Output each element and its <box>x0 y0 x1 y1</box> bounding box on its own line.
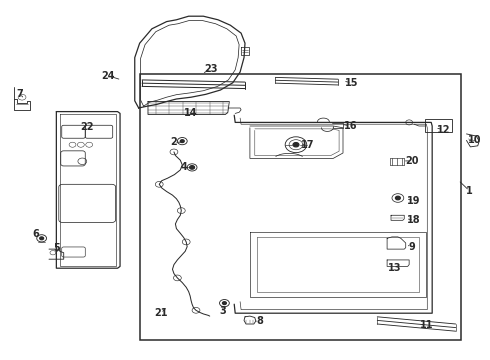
Text: 20: 20 <box>405 156 418 166</box>
Text: 8: 8 <box>256 316 263 326</box>
Text: 19: 19 <box>407 195 421 206</box>
Circle shape <box>293 143 299 147</box>
Circle shape <box>190 166 195 169</box>
Text: 10: 10 <box>467 135 481 145</box>
Text: 23: 23 <box>204 64 218 74</box>
Circle shape <box>40 237 44 240</box>
Text: 5: 5 <box>53 243 60 253</box>
Text: 7: 7 <box>16 89 23 99</box>
Text: 15: 15 <box>345 78 359 88</box>
Text: 6: 6 <box>32 229 39 239</box>
Text: 24: 24 <box>101 71 115 81</box>
Text: 1: 1 <box>466 186 473 196</box>
Bar <box>425 119 452 132</box>
Text: 16: 16 <box>343 121 357 131</box>
Text: 18: 18 <box>407 215 421 225</box>
Circle shape <box>180 140 184 143</box>
Text: 11: 11 <box>419 320 433 330</box>
Text: 13: 13 <box>388 263 401 273</box>
Text: 17: 17 <box>301 140 315 150</box>
Text: 2: 2 <box>171 137 177 147</box>
Circle shape <box>395 196 400 200</box>
Text: 4: 4 <box>180 162 187 172</box>
Text: 21: 21 <box>154 308 168 318</box>
Text: 14: 14 <box>184 108 198 118</box>
Circle shape <box>222 302 226 305</box>
Text: 9: 9 <box>408 242 415 252</box>
Text: 3: 3 <box>220 306 226 316</box>
Text: 12: 12 <box>437 125 450 135</box>
Text: 22: 22 <box>80 122 94 132</box>
Bar <box>140 74 461 340</box>
